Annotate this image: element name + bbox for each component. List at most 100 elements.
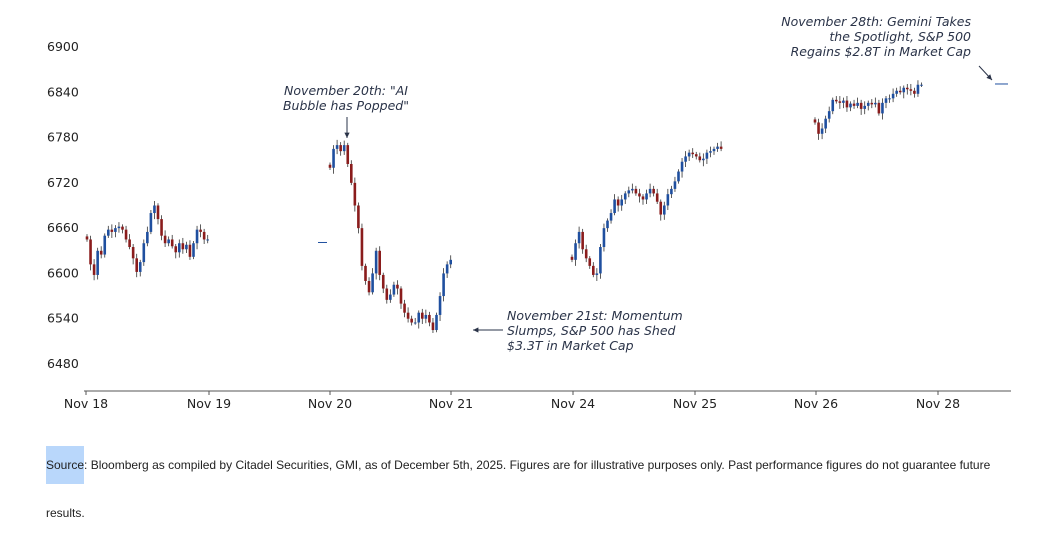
annotation-arrowhead (986, 74, 992, 80)
candle-body (835, 99, 838, 102)
candle-body (202, 231, 206, 240)
candle-body (399, 288, 403, 304)
annotation-arrowhead (344, 132, 350, 138)
candle-body (396, 284, 399, 289)
candle-body (866, 102, 870, 106)
candle-body (170, 239, 174, 247)
candle-body (406, 312, 410, 319)
candle-body (353, 182, 357, 206)
candle-body (592, 265, 595, 275)
annotation-text: November 21st: Momentum (507, 308, 683, 323)
annotation-text: $3.3T in Market Cap (507, 338, 634, 353)
candle-body (588, 258, 592, 266)
candle-body (178, 243, 181, 253)
candle-body (881, 102, 884, 114)
candle-body (606, 220, 609, 229)
candle-body (92, 264, 96, 275)
candle-body (638, 193, 641, 197)
x-tick-label: Nov 26 (794, 396, 838, 411)
candle-body (817, 122, 820, 134)
candle-body (709, 151, 712, 153)
candle-body (673, 181, 677, 189)
x-axis: Nov 18 Nov 19 Nov 20 Nov 21 Nov 24 Nov 25 Nov … (64, 391, 960, 411)
candle-body (842, 100, 845, 103)
candle-body (631, 188, 634, 191)
candle-body (346, 145, 350, 164)
x-tick-label: Nov 18 (64, 396, 108, 411)
candle-body (199, 229, 202, 232)
candle-body (174, 246, 178, 253)
x-tick-label: Nov 19 (187, 396, 231, 411)
candle-body (342, 145, 346, 152)
y-tick-label: 6600 (47, 265, 79, 280)
candle-body (392, 284, 396, 295)
candle-body (856, 102, 859, 106)
candle-body (595, 273, 599, 275)
candle-body (107, 229, 110, 236)
candle-body (716, 146, 719, 149)
candle-body (884, 98, 888, 103)
candle-body (89, 239, 92, 265)
candle-body (378, 250, 381, 275)
candle-body (663, 205, 666, 215)
candle-body (188, 244, 192, 257)
candles (85, 80, 1008, 334)
candle-body (677, 171, 680, 182)
candle-body (698, 156, 702, 161)
candle-body (906, 87, 909, 90)
candle-body (350, 163, 353, 183)
source-label: Source (46, 446, 85, 484)
candle-body (652, 188, 655, 194)
candle-body (328, 164, 332, 168)
annotation-text: Slumps, S&P 500 has Shed (507, 323, 676, 338)
candle-body (339, 145, 342, 152)
candle-body (888, 98, 891, 100)
candle-body (666, 194, 670, 206)
candle-body (645, 193, 648, 200)
candle-body (609, 213, 613, 221)
candle-body (691, 152, 694, 155)
candle-body (442, 273, 445, 297)
candle-body (410, 318, 413, 323)
candle-body (648, 188, 652, 194)
candle-body (623, 193, 627, 200)
candle-body (367, 280, 371, 293)
candle-body (694, 154, 698, 157)
candle-body (153, 205, 156, 214)
candle-body (156, 205, 160, 220)
candle-body (374, 250, 378, 274)
candle-body (424, 314, 428, 319)
candle-body (364, 265, 367, 281)
candle-body (616, 199, 620, 206)
candle-body (445, 264, 449, 274)
annotation-text: the Spotlight, S&P 500 (829, 29, 971, 44)
candle-body (898, 90, 902, 93)
candle-body (185, 244, 188, 250)
candle-body (381, 274, 385, 289)
y-tick-label: 6900 (47, 39, 79, 54)
candle-body (99, 250, 103, 255)
x-tick-label: Nov 28 (916, 396, 960, 411)
candle-body (581, 231, 584, 250)
candle-body (117, 226, 121, 229)
candle-body (895, 90, 898, 94)
candle-body (124, 229, 128, 240)
x-tick-label: Nov 21 (429, 396, 473, 411)
candle-body (335, 145, 339, 149)
y-tick-label: 6720 (47, 175, 79, 190)
y-tick-label: 6660 (47, 220, 79, 235)
candle-body (121, 226, 124, 230)
candle-body (863, 105, 866, 109)
candle-body (687, 152, 691, 157)
candle-body (181, 243, 185, 250)
candle-body (824, 118, 827, 129)
candle-body (680, 161, 684, 172)
candle-body (584, 249, 588, 259)
candle-body (913, 90, 916, 94)
candle-body (413, 322, 417, 324)
candle-body (684, 156, 687, 162)
candle-body (920, 84, 923, 86)
candle-body (96, 250, 99, 275)
candle-body (838, 101, 842, 103)
